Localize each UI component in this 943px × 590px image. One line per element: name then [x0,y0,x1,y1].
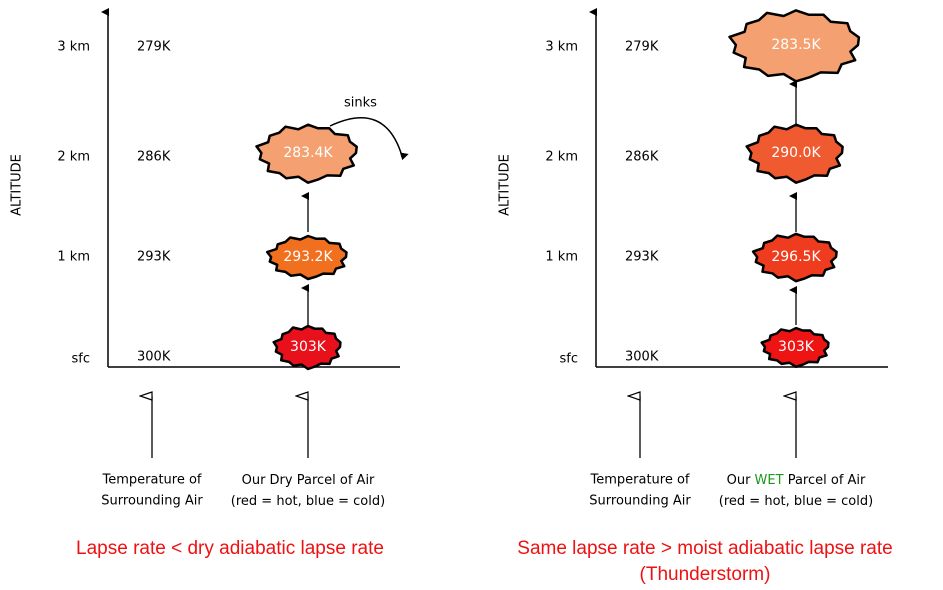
panel: ALTITUDE 3 km 279K 2 km 286K 1 km 293K sfc 300K 3… [10,8,409,559]
cloud [265,234,348,281]
altitude-label: sfc [72,352,91,367]
cloud [745,123,844,184]
panel-title: Same lapse rate > moist adiabatic lapse … [517,538,892,559]
cloud [760,326,830,369]
altitude-label: 3 km [57,40,90,55]
altitude-label: 3 km [545,40,578,55]
cloud [255,123,358,184]
sink-arrow [329,117,409,161]
parcel-label: 293.2K [283,249,333,265]
temperature-label: 279K [625,40,659,55]
panel-title: Lapse rate < dry adiabatic lapse rate [76,538,384,559]
caption: (red = hot, blue = cold) [231,494,385,509]
caption-part: Parcel of Air [784,473,866,488]
altitude-label: 1 km [545,250,578,265]
caption: Surrounding Air [101,494,203,509]
temperature-label: 300K [625,350,659,365]
parcel-label: 283.4K [283,145,333,161]
caption: Temperature of [589,473,689,488]
temperature-label: 286K [137,150,171,165]
cloud [728,9,861,83]
temperature-label: 293K [625,250,659,265]
temperature-label: 293K [137,250,171,265]
altitude-label: 2 km [545,150,578,165]
temperature-label: 286K [625,150,659,165]
altitude-label: 2 km [57,150,90,165]
caption-part: (red = hot, blue = cold) [719,494,873,509]
parcel-label: 303K [290,339,327,355]
panel-title: (Thunderstorm) [640,564,771,585]
axis-title: ALTITUDE [10,154,25,216]
temperature-label: 279K [137,40,171,55]
panel: ALTITUDE 3 km 279K 2 km 286K 1 km 293K sfc 300K 3… [498,8,893,585]
caption-part: Our [727,473,755,488]
caption: Temperature of [101,473,201,488]
annotation: sinks [344,96,377,111]
temperature-label: 300K [137,350,171,365]
axis-title: ALTITUDE [498,154,513,216]
caption-part: Our Dry Parcel of Air [242,473,375,488]
parcel-label: 296.5K [771,249,821,265]
cloud [751,232,838,283]
caption-part: WET [755,473,784,488]
parcel-label: 283.5K [771,37,821,53]
caption-part: (red = hot, blue = cold) [231,494,385,509]
parcel-label: 290.0K [771,145,821,161]
caption: Our WET Parcel of Air [727,473,866,488]
caption: Our Dry Parcel of Air [242,473,375,488]
parcel-label: 303K [778,339,815,355]
cloud [272,324,342,371]
caption: (red = hot, blue = cold) [719,494,873,509]
caption: Surrounding Air [589,494,691,509]
altitude-label: sfc [560,352,579,367]
altitude-label: 1 km [57,250,90,265]
